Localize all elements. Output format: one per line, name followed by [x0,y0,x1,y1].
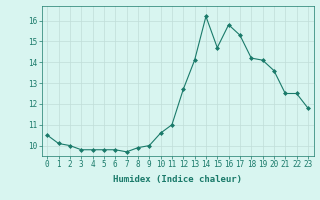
X-axis label: Humidex (Indice chaleur): Humidex (Indice chaleur) [113,175,242,184]
